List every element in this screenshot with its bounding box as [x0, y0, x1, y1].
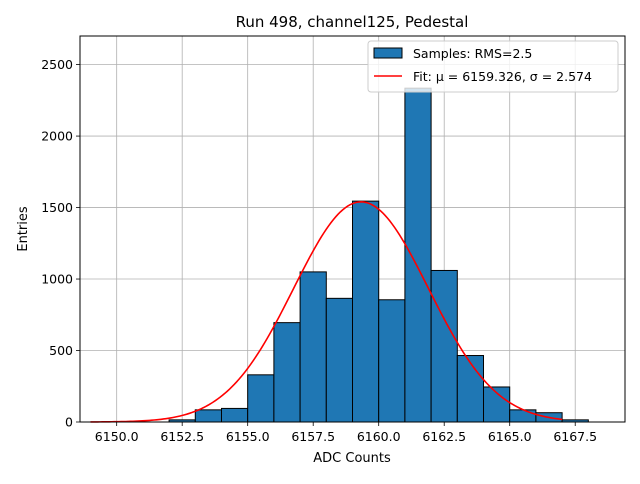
x-tick-label: 6165.0	[488, 429, 532, 444]
y-tick-label: 2000	[41, 129, 73, 144]
legend: Samples: RMS=2.5 Fit: μ = 6159.326, σ = …	[367, 40, 619, 93]
histogram-bar	[378, 299, 406, 423]
plot-frame	[79, 35, 626, 423]
x-tick-label: 6150.0	[95, 429, 139, 444]
y-tick-label: 0	[65, 415, 73, 430]
x-tick-label: 6160.0	[357, 429, 401, 444]
histogram-bar	[220, 407, 249, 423]
fit-curve	[90, 201, 563, 423]
chart-title: Run 498, channel125, Pedestal	[236, 13, 469, 31]
y-tick-label: 1000	[41, 272, 73, 287]
histogram-bar	[430, 269, 458, 423]
x-axis-ticks: 6150.0 6152.5 6155.0 6157.5 6160.0 6162.5 6165…	[95, 422, 597, 444]
y-tick-label: 1500	[41, 200, 73, 215]
histogram-bar	[273, 322, 301, 423]
x-tick-label: 6167.5	[553, 429, 597, 444]
y-axis-ticks: 0 500 1000 1500 2000 2500	[41, 57, 80, 430]
legend-histogram-patch	[373, 47, 403, 59]
x-tick-label: 6162.5	[422, 429, 466, 444]
histogram-bar	[509, 409, 537, 423]
fit-curve-group	[90, 201, 563, 423]
histogram-bar	[325, 297, 353, 423]
y-tick-label: 2500	[41, 57, 73, 72]
histogram-bar	[247, 374, 275, 423]
x-axis-label: ADC Counts	[313, 451, 391, 466]
x-tick-label: 6152.5	[160, 429, 204, 444]
histogram-bar	[456, 355, 485, 423]
histogram-bar	[299, 271, 327, 423]
legend-fit-label: Fit: μ = 6159.326, σ = 2.574	[413, 69, 592, 84]
y-axis-label: Entries	[16, 206, 31, 252]
histogram-bar	[404, 87, 432, 423]
x-tick-label: 6157.5	[291, 429, 335, 444]
x-tick-label: 6155.0	[226, 429, 270, 444]
histogram-bar	[352, 200, 380, 423]
legend-histogram-label: Samples: RMS=2.5	[413, 46, 532, 61]
histogram-bar	[194, 409, 222, 423]
y-tick-label: 500	[49, 343, 73, 358]
histogram-bars	[168, 87, 589, 423]
legend-box	[367, 40, 619, 93]
